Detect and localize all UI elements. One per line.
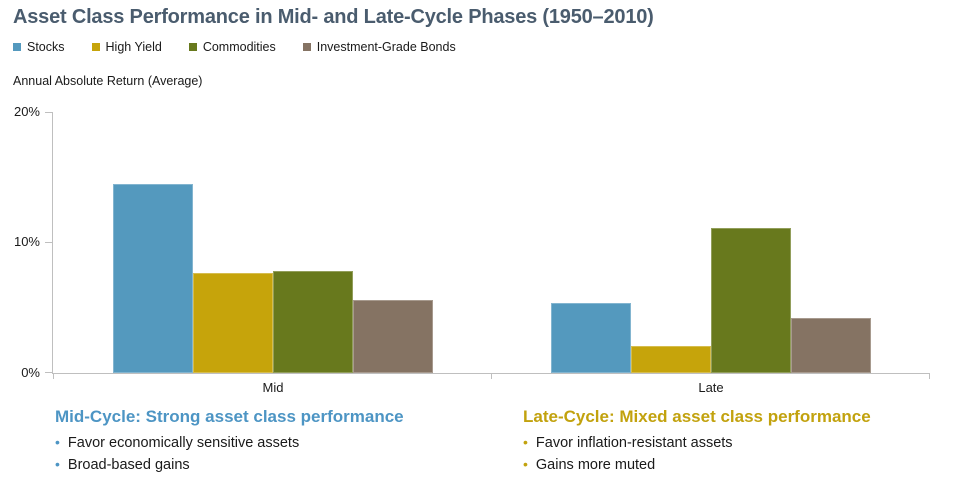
- bullet-text: Favor inflation-resistant assets: [535, 435, 733, 451]
- bullet-icon: •: [523, 434, 528, 450]
- mid-cycle-bullet: • Broad-based gains: [55, 454, 485, 476]
- bar-investment-grade-bonds-mid: [353, 300, 433, 373]
- bullet-icon: •: [55, 456, 60, 472]
- bullet-text: Favor economically sensitive assets: [67, 435, 300, 451]
- bullet-icon: •: [523, 456, 528, 472]
- x-tick-mark-middle: [491, 373, 492, 379]
- x-tick-mark-left: [53, 373, 54, 379]
- bar-commodities-mid: [273, 271, 353, 373]
- y-tick-mark-20: [45, 112, 53, 113]
- bar-commodities-late: [711, 228, 791, 373]
- bar-stocks-late: [551, 303, 631, 373]
- late-cycle-bullet: • Favor inflation-resistant assets: [523, 432, 953, 454]
- legend-swatch-icon: [302, 43, 311, 51]
- y-tick-label-20: 20%: [13, 104, 40, 119]
- legend-label: High Yield: [105, 40, 162, 54]
- mid-cycle-bullet-list: • Favor economically sensitive assets • Bro…: [55, 432, 485, 476]
- mid-cycle-bullet: • Favor economically sensitive assets: [55, 432, 485, 454]
- legend-label: Commodities: [202, 40, 276, 54]
- bar-high-yield-mid: [193, 273, 273, 373]
- page-title: Asset Class Performance in Mid- and Late…: [13, 6, 654, 28]
- bar-high-yield-late: [631, 346, 711, 373]
- late-cycle-bullet-list: • Favor inflation-resistant assets • Gains …: [523, 432, 953, 476]
- legend-swatch-icon: [91, 43, 100, 51]
- mid-cycle-annotation: Mid-Cycle: Strong asset class performanc…: [55, 407, 485, 476]
- y-tick-mark-0: [45, 372, 53, 373]
- bar-investment-grade-bonds-late: [791, 318, 871, 373]
- y-axis-title: Annual Absolute Return (Average): [13, 74, 203, 88]
- late-cycle-annotation: Late-Cycle: Mixed asset class performanc…: [523, 407, 953, 476]
- legend-label: Investment-Grade Bonds: [316, 40, 456, 54]
- legend-item-commodities: Commodities: [188, 40, 276, 54]
- y-tick-label-10: 10%: [13, 234, 40, 249]
- legend-label: Stocks: [27, 40, 65, 54]
- x-tick-mark-right: [929, 373, 930, 379]
- legend-item-investment-grade-bonds: Investment-Grade Bonds: [302, 40, 456, 54]
- plot-area: Mid Late: [45, 112, 930, 395]
- late-cycle-heading: Late-Cycle: Mixed asset class performanc…: [523, 407, 871, 426]
- legend: Stocks High Yield Commodities Investment-Gr…: [13, 40, 456, 54]
- bar-stocks-mid: [113, 184, 193, 373]
- legend-item-stocks: Stocks: [13, 40, 65, 54]
- legend-swatch-icon: [13, 43, 21, 51]
- y-tick-label-0: 0%: [21, 365, 40, 380]
- x-category-label-late: Late: [698, 380, 724, 395]
- legend-item-high-yield: High Yield: [91, 40, 162, 54]
- y-tick-mark-10: [45, 242, 53, 243]
- legend-swatch-icon: [188, 43, 197, 51]
- x-category-label-mid: Mid: [262, 380, 284, 395]
- mid-cycle-heading: Mid-Cycle: Strong asset class performanc…: [55, 407, 404, 426]
- bullet-text: Broad-based gains: [67, 457, 190, 473]
- bullet-icon: •: [55, 434, 60, 450]
- bullet-text: Gains more muted: [535, 457, 656, 473]
- late-cycle-bullet: • Gains more muted: [523, 454, 953, 476]
